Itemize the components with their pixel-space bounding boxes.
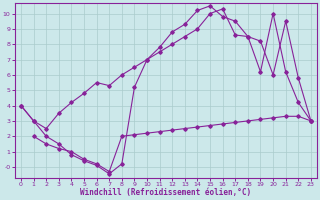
X-axis label: Windchill (Refroidissement éolien,°C): Windchill (Refroidissement éolien,°C): [80, 188, 252, 197]
